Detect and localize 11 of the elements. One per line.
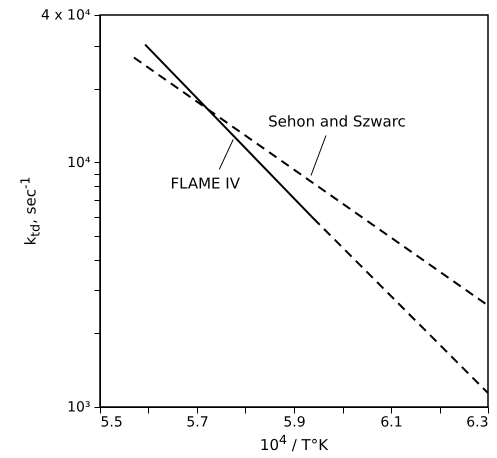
y-tick-label: 4 x 10⁴ (40, 8, 91, 24)
legend-label: FLAME IV (170, 174, 241, 192)
x-tick-label: 6.1 (380, 414, 403, 430)
x-tick-label: 5.9 (283, 414, 306, 430)
series-label: Sehon and Szwarc (268, 112, 406, 131)
y-tick-label: 10³ (67, 400, 90, 416)
x-axis-title: 10$^{4}$ / T°K (258, 432, 330, 454)
y-tick-label: 10⁴ (67, 154, 91, 171)
x-tick-label: 6.3 (466, 414, 488, 430)
x-tick-label: 5.5 (100, 414, 123, 430)
x-tick-label: 5.7 (186, 414, 209, 430)
